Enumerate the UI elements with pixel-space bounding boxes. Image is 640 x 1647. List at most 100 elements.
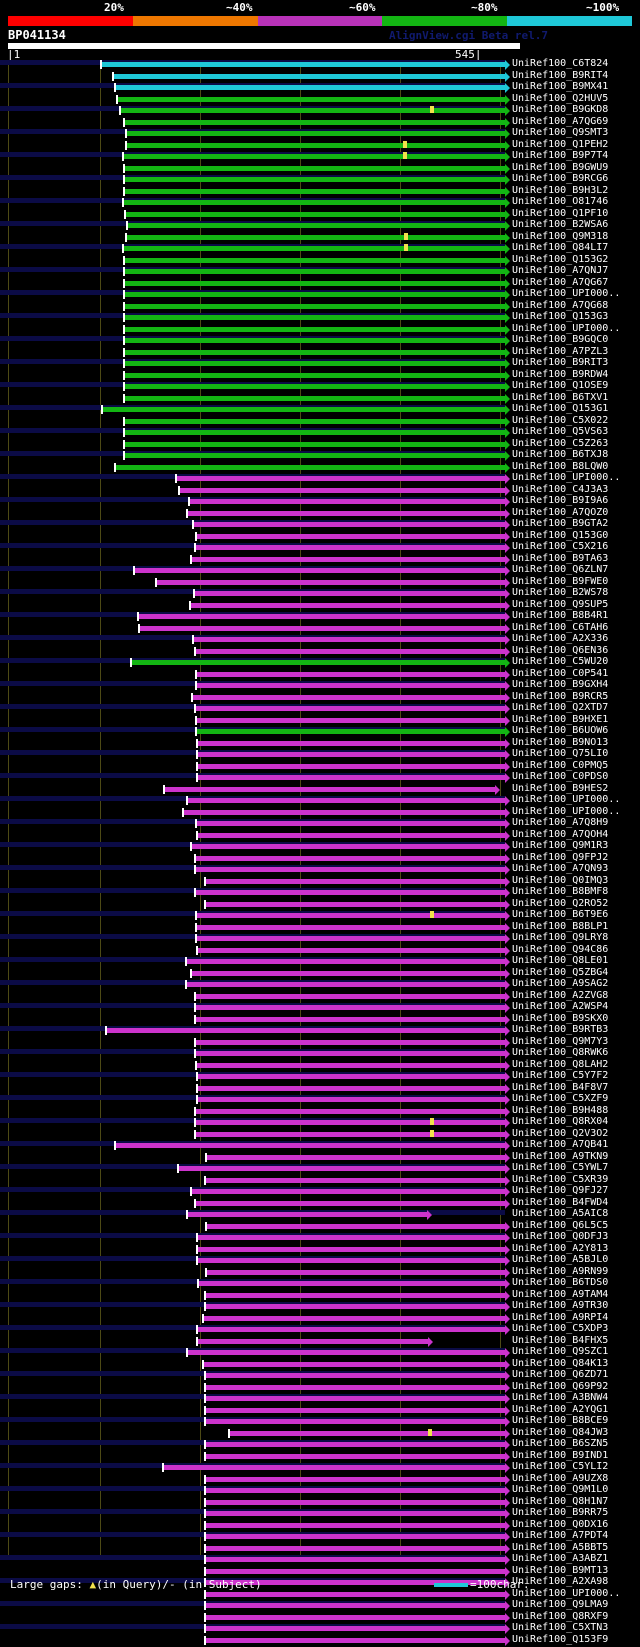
hsp-bar[interactable] <box>192 522 505 527</box>
hit-label[interactable]: UniRef100_UPI000.. <box>512 472 620 483</box>
hit-label[interactable]: UniRef100_Q8RXF9 <box>512 1611 608 1622</box>
hit-label[interactable]: UniRef100_A2ZVG8 <box>512 990 608 1001</box>
hit-label[interactable]: UniRef100_Q1OSE9 <box>512 380 608 391</box>
hit-label[interactable]: UniRef100_B4F8V7 <box>512 1082 608 1093</box>
hit-label[interactable]: UniRef100_Q9FJ27 <box>512 1185 608 1196</box>
hsp-bar[interactable] <box>197 1281 505 1286</box>
hsp-bar[interactable] <box>204 1603 505 1608</box>
hit-label[interactable]: UniRef100_Q153F9 <box>512 1634 608 1645</box>
hit-label[interactable]: UniRef100_B4FHX5 <box>512 1335 608 1346</box>
hit-label[interactable]: UniRef100_A9RPI4 <box>512 1312 608 1323</box>
hsp-bar[interactable] <box>204 1477 505 1482</box>
hit-label[interactable]: UniRef100_Q2RO52 <box>512 898 608 909</box>
hsp-bar[interactable] <box>125 235 505 240</box>
hit-label[interactable]: UniRef100_Q9M318 <box>512 231 608 242</box>
hit-label[interactable]: UniRef100_Q1PF10 <box>512 208 608 219</box>
hit-label[interactable]: UniRef100_B6T9E6 <box>512 909 608 920</box>
hit-label[interactable]: UniRef100_B9SKX0 <box>512 1013 608 1024</box>
hsp-bar[interactable] <box>204 902 505 907</box>
hsp-bar[interactable] <box>123 315 505 320</box>
hsp-bar[interactable] <box>194 649 505 654</box>
hit-label[interactable]: UniRef100_Q9M1L0 <box>512 1484 608 1495</box>
hsp-bar[interactable] <box>114 1143 505 1148</box>
hsp-bar[interactable] <box>123 350 505 355</box>
hit-label[interactable]: UniRef100_B9HES2 <box>512 783 608 794</box>
hsp-bar[interactable] <box>137 614 505 619</box>
hit-label[interactable]: UniRef100_C5XZF9 <box>512 1093 608 1104</box>
hit-label[interactable]: UniRef100_Q0DFJ3 <box>512 1231 608 1242</box>
hit-label[interactable]: UniRef100_B9RCG6 <box>512 173 608 184</box>
hit-label[interactable]: UniRef100_B9H3L2 <box>512 185 608 196</box>
hit-label[interactable]: UniRef100_B2WSA6 <box>512 219 608 230</box>
hit-label[interactable]: UniRef100_Q9SMT3 <box>512 127 608 138</box>
hit-label[interactable]: UniRef100_A7QOH4 <box>512 829 608 840</box>
hsp-bar[interactable] <box>196 1339 428 1344</box>
hsp-bar[interactable] <box>123 419 505 424</box>
hsp-bar[interactable] <box>123 327 505 332</box>
hsp-bar[interactable] <box>186 798 505 803</box>
hit-label[interactable]: UniRef100_A9SAG2 <box>512 978 608 989</box>
hit-label[interactable]: UniRef100_UPI000.. <box>512 794 620 805</box>
hsp-bar[interactable] <box>123 258 505 263</box>
hsp-bar[interactable] <box>123 338 505 343</box>
hit-label[interactable]: UniRef100_A7QOZ0 <box>512 507 608 518</box>
hsp-bar[interactable] <box>196 764 505 769</box>
hit-label[interactable]: UniRef100_Q5VS63 <box>512 426 608 437</box>
hsp-bar[interactable] <box>105 1028 505 1033</box>
hit-label[interactable]: UniRef100_C5YWL7 <box>512 1162 608 1173</box>
hit-label[interactable]: UniRef100_B9H488 <box>512 1105 608 1116</box>
hsp-bar[interactable] <box>123 373 505 378</box>
hsp-bar[interactable] <box>195 534 505 539</box>
hit-label[interactable]: UniRef100_O81746 <box>512 196 608 207</box>
hsp-bar[interactable] <box>194 1201 505 1206</box>
hit-label[interactable]: UniRef100_UPI000.. <box>512 288 620 299</box>
hsp-bar[interactable] <box>122 154 505 159</box>
hit-label[interactable]: UniRef100_B6TXJ8 <box>512 449 608 460</box>
hsp-bar[interactable] <box>123 166 505 171</box>
hit-label[interactable]: UniRef100_A7QG67 <box>512 277 608 288</box>
hsp-bar[interactable] <box>126 223 505 228</box>
hsp-bar[interactable] <box>196 752 505 757</box>
hit-label[interactable]: UniRef100_B9GKD8 <box>512 104 608 115</box>
hsp-bar[interactable] <box>177 1166 505 1171</box>
hsp-bar[interactable] <box>133 568 505 573</box>
hit-label[interactable]: UniRef100_B9RDW4 <box>512 369 608 380</box>
hsp-bar[interactable] <box>190 971 505 976</box>
hsp-bar[interactable] <box>204 1304 505 1309</box>
hsp-bar[interactable] <box>123 384 505 389</box>
hsp-bar[interactable] <box>193 591 505 596</box>
hit-label[interactable]: UniRef100_C5XDP3 <box>512 1323 608 1334</box>
hit-label[interactable]: UniRef100_Q0DX16 <box>512 1519 608 1530</box>
hsp-bar[interactable] <box>196 1327 505 1332</box>
hit-label[interactable]: UniRef100_Q84K13 <box>512 1358 608 1369</box>
hsp-bar[interactable] <box>123 189 505 194</box>
hsp-bar[interactable] <box>130 660 505 665</box>
hit-label[interactable]: UniRef100_B9RIT4 <box>512 70 608 81</box>
hit-label[interactable]: UniRef100_B9NO13 <box>512 737 608 748</box>
hit-label[interactable]: UniRef100_B9GQC0 <box>512 334 608 345</box>
hit-row[interactable]: UniRef100_Q153F9 <box>0 1636 640 1647</box>
hit-label[interactable]: UniRef100_C5Y7F2 <box>512 1070 608 1081</box>
hsp-bar[interactable] <box>196 1235 505 1240</box>
hsp-bar[interactable] <box>125 131 505 136</box>
hsp-bar[interactable] <box>123 442 505 447</box>
hit-label[interactable]: UniRef100_Q9LMA9 <box>512 1599 608 1610</box>
hsp-bar[interactable] <box>188 499 505 504</box>
hsp-bar[interactable] <box>204 1626 505 1631</box>
hit-label[interactable]: UniRef100_B9FWE0 <box>512 576 608 587</box>
hsp-bar[interactable] <box>123 177 505 182</box>
hsp-bar[interactable] <box>204 1534 505 1539</box>
hit-label[interactable]: UniRef100_B9RTB3 <box>512 1024 608 1035</box>
hit-label[interactable]: UniRef100_C4J3A3 <box>512 484 608 495</box>
hit-label[interactable]: UniRef100_B9P7T4 <box>512 150 608 161</box>
hsp-bar[interactable] <box>123 120 505 125</box>
hsp-bar[interactable] <box>195 672 505 677</box>
hsp-bar[interactable] <box>191 695 505 700</box>
hit-label[interactable]: UniRef100_Q9SUP5 <box>512 599 608 610</box>
hsp-bar[interactable] <box>114 85 505 90</box>
hit-label[interactable]: UniRef100_B6SZN5 <box>512 1438 608 1449</box>
hit-label[interactable]: UniRef100_A5BJL0 <box>512 1254 608 1265</box>
hit-label[interactable]: UniRef100_UPI000.. <box>512 806 620 817</box>
hsp-bar[interactable] <box>205 1270 505 1275</box>
hit-label[interactable]: UniRef100_B9MX41 <box>512 81 608 92</box>
